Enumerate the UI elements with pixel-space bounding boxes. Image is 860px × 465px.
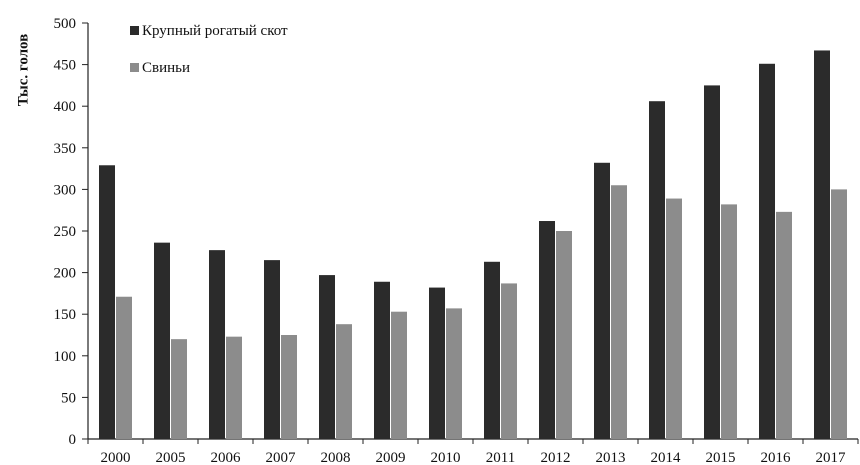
bar-cattle — [759, 63, 775, 439]
x-tick-label: 2011 — [486, 450, 515, 465]
bar-pigs — [171, 339, 187, 439]
bar-pigs — [281, 335, 297, 439]
ticks: 0 50 100 150 200 250 300 350 400 450 500 2000 2005 20… — [54, 16, 859, 465]
bar-cattle — [649, 101, 665, 439]
bar-pigs — [556, 231, 572, 439]
y-tick-label: 500 — [54, 16, 77, 32]
x-tick-label: 2016 — [761, 450, 792, 465]
x-tick-label: 2006 — [211, 450, 242, 465]
y-tick-label: 400 — [54, 99, 77, 115]
y-tick-label: 200 — [54, 266, 77, 282]
x-tick-label: 2005 — [156, 450, 186, 465]
y-tick-label: 250 — [54, 224, 77, 240]
legend: Крупный рогатый скот Свиньи — [130, 23, 288, 76]
y-axis-title: Тыс. голов — [15, 34, 31, 107]
bar-cattle — [814, 50, 830, 440]
x-tick-label: 2007 — [266, 450, 297, 465]
bar-pigs — [116, 296, 132, 439]
bar-pigs — [226, 336, 242, 439]
x-tick-label: 2013 — [596, 450, 626, 465]
x-tick-label: 2000 — [101, 450, 131, 465]
bar-cattle — [264, 260, 280, 439]
y-tick-label: 450 — [54, 58, 77, 74]
bar-cattle — [319, 275, 335, 439]
axes — [87, 23, 858, 440]
bar-cattle — [594, 162, 610, 439]
x-tick-label: 2017 — [816, 450, 847, 465]
y-tick-label: 100 — [54, 349, 77, 365]
bars — [99, 50, 847, 440]
x-tick-label: 2012 — [541, 450, 571, 465]
bar-pigs — [446, 308, 462, 439]
bar-pigs — [336, 324, 352, 439]
y-tick-label: 300 — [54, 182, 77, 198]
bar-cattle — [374, 281, 390, 439]
x-tick-label: 2014 — [651, 450, 682, 465]
legend-swatch-pigs — [130, 63, 139, 72]
bar-pigs — [501, 283, 517, 439]
legend-label-cattle: Крупный рогатый скот — [142, 23, 288, 39]
bar-cattle — [539, 221, 555, 439]
x-tick-label: 2008 — [321, 450, 351, 465]
bar-pigs — [776, 211, 792, 439]
bar-cattle — [484, 261, 500, 439]
bar-cattle — [154, 242, 170, 439]
y-tick-label: 350 — [54, 141, 77, 157]
x-tick-label: 2009 — [376, 450, 406, 465]
bar-cattle — [209, 250, 225, 439]
y-tick-label: 150 — [54, 307, 77, 323]
bar-pigs — [721, 204, 737, 439]
x-tick-label: 2010 — [431, 450, 461, 465]
y-tick-label: 50 — [61, 390, 76, 406]
x-tick-label: 2015 — [706, 450, 736, 465]
bar-pigs — [831, 189, 847, 439]
legend-label-pigs: Свиньи — [142, 60, 190, 76]
bar-cattle — [99, 165, 115, 439]
legend-swatch-cattle — [130, 26, 139, 35]
bar-cattle — [429, 287, 445, 439]
bar-pigs — [611, 185, 627, 439]
bar-cattle — [704, 85, 720, 440]
bar-pigs — [391, 311, 407, 439]
y-tick-label: 0 — [69, 432, 77, 448]
bar-pigs — [666, 198, 682, 439]
